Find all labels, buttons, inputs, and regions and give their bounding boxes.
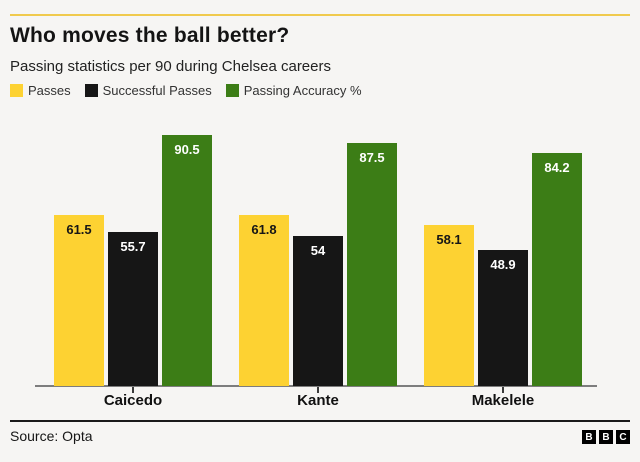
legend: Passes Successful Passes Passing Accurac… <box>10 83 362 98</box>
bar-value-label: 87.5 <box>359 150 385 165</box>
bar-value-label: 55.7 <box>120 239 146 254</box>
x-axis-tick-caicedo <box>132 387 134 393</box>
bbc-logo-block-3: C <box>616 430 630 444</box>
chart-title: Who moves the ball better? <box>10 24 290 47</box>
bar-successful-passes-kante: 54 <box>293 236 343 386</box>
legend-swatch-successful-passes <box>84 84 98 97</box>
bar-passes-kante: 61.8 <box>239 215 289 386</box>
chart-subtitle: Passing statistics per 90 during Chelsea… <box>10 58 331 75</box>
bar-value-label: 90.5 <box>174 142 200 157</box>
bar-successful-passes-makelele: 48.9 <box>478 250 528 386</box>
bar-passes-caicedo: 61.5 <box>54 215 104 386</box>
bar-value-label: 48.9 <box>490 257 516 272</box>
bar-value-label: 61.5 <box>66 222 92 237</box>
category-label-kante: Kante <box>297 392 339 409</box>
legend-item-passes: Passes <box>10 83 71 98</box>
legend-label-successful-passes: Successful Passes <box>102 83 212 98</box>
legend-label-passing-accuracy: Passing Accuracy % <box>243 83 362 98</box>
top-accent-rule <box>10 14 630 16</box>
bar-value-label: 84.2 <box>544 160 570 175</box>
bar-passes-makelele: 58.1 <box>424 225 474 386</box>
bbc-logo-block-1: B <box>582 430 596 444</box>
bar-passing-accuracy--caicedo: 90.5 <box>162 135 212 386</box>
x-axis-tick-kante <box>317 387 319 393</box>
bar-passing-accuracy--makelele: 84.2 <box>532 153 582 386</box>
legend-item-successful-passes: Successful Passes <box>84 83 212 98</box>
category-label-makelele: Makelele <box>471 392 535 409</box>
legend-swatch-passing-accuracy <box>225 84 239 97</box>
bar-passing-accuracy--kante: 87.5 <box>347 143 397 386</box>
category-label-caicedo: Caicedo <box>103 392 163 409</box>
bbc-logo-block-2: B <box>599 430 613 444</box>
x-axis-tick-makelele <box>502 387 504 393</box>
legend-swatch-passes <box>10 84 23 97</box>
bar-value-label: 54 <box>310 243 326 258</box>
source-attribution: Source: Opta <box>10 428 93 444</box>
bar-value-label: 61.8 <box>251 222 277 237</box>
legend-label-passes: Passes <box>28 83 71 98</box>
footer-divider <box>10 420 630 422</box>
bar-successful-passes-caicedo: 55.7 <box>108 232 158 386</box>
bar-value-label: 58.1 <box>436 232 462 247</box>
legend-item-passing-accuracy: Passing Accuracy % <box>225 83 362 98</box>
x-axis-line <box>35 385 597 387</box>
